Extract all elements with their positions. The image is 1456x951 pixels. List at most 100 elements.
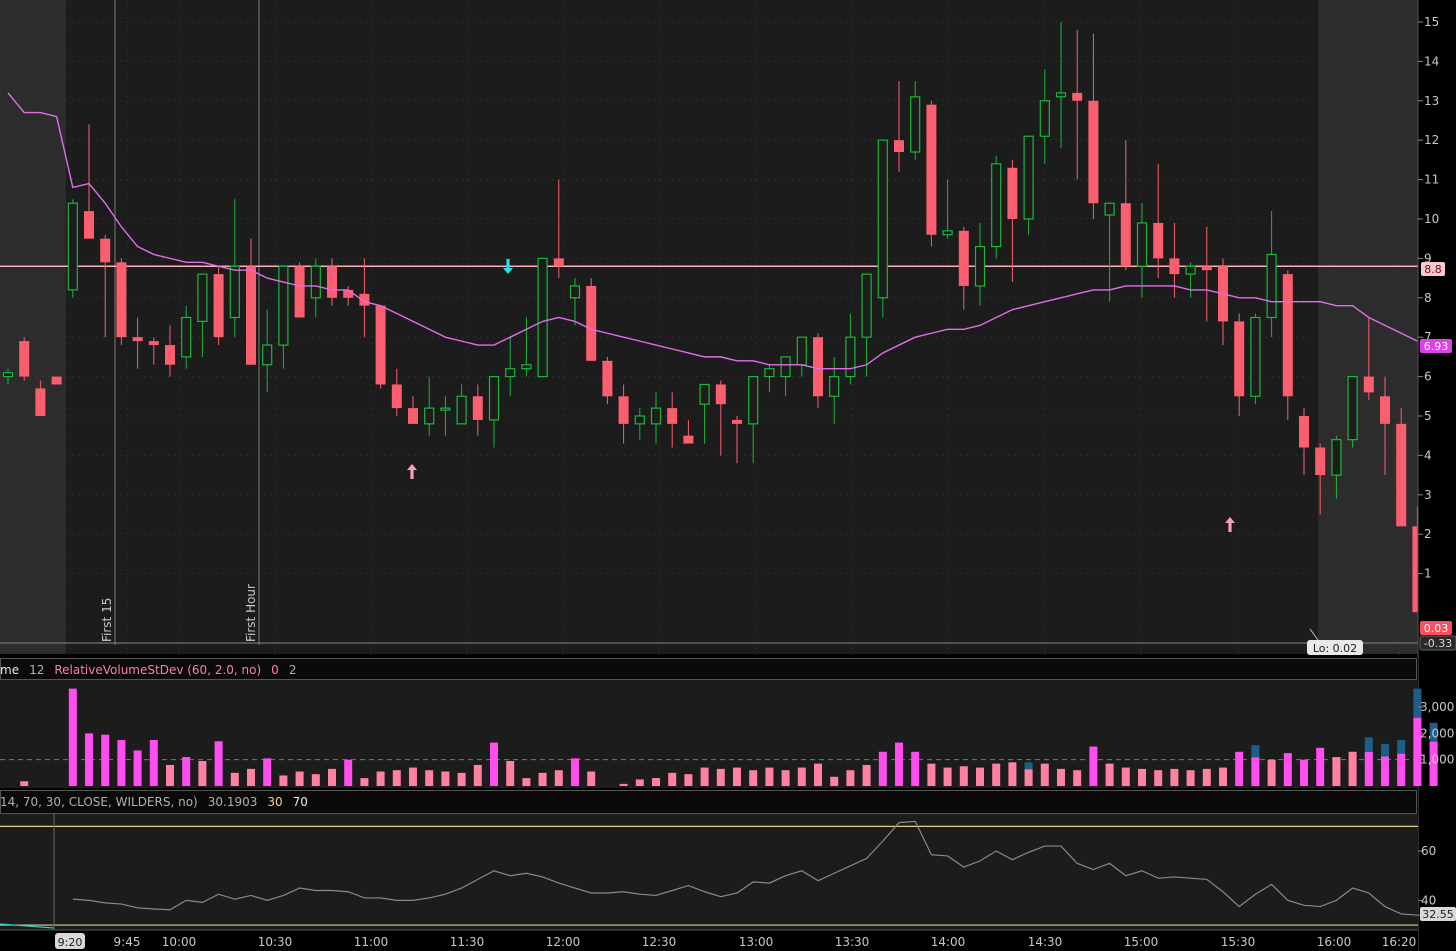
volume-bar <box>392 770 401 786</box>
price-tick-label: 2 <box>1424 527 1432 541</box>
candle-body-up <box>310 265 321 299</box>
candle-body-down <box>472 396 483 420</box>
volume-tick-label: 1,000 <box>1420 753 1454 767</box>
volume-bar <box>700 767 709 786</box>
volume-bar <box>473 764 482 786</box>
price-tick-label: 6 <box>1424 370 1432 384</box>
volume-bar <box>1219 767 1227 786</box>
volume-bar <box>117 739 126 786</box>
time-axis-bg <box>0 930 1418 951</box>
rsi-panel[interactable]: 14, 70, 30, CLOSE, WILDERS, no) 30.1903 30… <box>0 790 1456 930</box>
volume-bar <box>538 772 547 786</box>
rsi-bg <box>0 814 1418 930</box>
candle-body-down <box>1201 266 1212 271</box>
candle-body-up <box>910 96 921 153</box>
candle-body-down <box>294 266 305 318</box>
candle-body-down <box>391 384 402 409</box>
candle-body-up <box>699 383 710 405</box>
candle-body-up <box>569 285 581 299</box>
candle-body-up <box>1250 316 1261 397</box>
candle-body-down <box>132 337 143 342</box>
candle-body-up <box>1266 253 1277 319</box>
volume-bg <box>0 680 1418 788</box>
axis-bg <box>1418 0 1456 951</box>
candle-body-down <box>1315 447 1326 476</box>
price-tick-label: 13 <box>1424 94 1439 108</box>
candle-body-down <box>1380 396 1390 424</box>
candle-body-up <box>197 273 208 323</box>
candle-body-down <box>51 376 62 385</box>
volume-panel[interactable]: me 12 RelativeVolumeStDev (60, 2.0, no) 0 2 … <box>0 658 1454 788</box>
volume-bar <box>247 768 255 786</box>
candle-body-down <box>958 230 969 286</box>
candle-body-down <box>1396 423 1407 527</box>
candle-body-down <box>553 258 564 267</box>
volume-bar <box>862 764 871 786</box>
volume-bar <box>1364 751 1373 786</box>
volume-bar <box>733 767 741 786</box>
candle-body-down <box>1153 222 1164 259</box>
time-tick-label: 9:45 <box>114 935 141 949</box>
candle-body-up <box>1136 222 1148 267</box>
price-panel[interactable]: First 15 First Hour <box>0 0 1439 930</box>
volume-bar <box>635 779 644 786</box>
rsi-header-bg <box>0 790 1418 814</box>
volume-bar <box>1429 741 1438 786</box>
candle-body-up <box>278 265 289 346</box>
candle-body-up <box>2 372 14 378</box>
volume-bar <box>360 778 369 786</box>
volume-bar <box>182 757 191 786</box>
volume-bar <box>1381 756 1389 786</box>
price-tick-label: 8 <box>1424 291 1432 305</box>
candle-body-down <box>1412 526 1423 613</box>
candle-body-up <box>764 368 775 378</box>
candle-body-down <box>813 337 823 397</box>
volume-bar <box>927 763 936 786</box>
volume-bar <box>911 751 920 786</box>
volume-bar <box>263 758 272 786</box>
price-tick-label: 14 <box>1424 54 1439 68</box>
study-header-part: me <box>0 663 19 677</box>
candle-body-down <box>1088 100 1099 204</box>
rsi-tick-label: 40 <box>1421 893 1436 907</box>
volume-bar <box>311 774 320 786</box>
candle-body-up <box>1055 92 1067 98</box>
candle-body-up <box>796 336 807 366</box>
volume-bar <box>814 763 822 786</box>
candle-body-up <box>1331 439 1342 476</box>
volume-bar <box>895 742 903 786</box>
volume-bar <box>101 734 110 786</box>
candle-body-down <box>586 285 597 361</box>
candle-body-up <box>650 407 662 425</box>
study-header-part: 30.1903 <box>208 795 258 809</box>
ma-badge-label: 6.93 <box>1424 340 1449 353</box>
time-axis[interactable]: 9:20 9:45 10:00 10:30 11:00 11:30 12:00 12:30 13… <box>0 929 1418 951</box>
volume-bar <box>976 767 984 786</box>
candle-body-down <box>84 211 94 239</box>
volume-bar <box>230 772 239 786</box>
candle-body-down <box>1363 376 1374 393</box>
volume-header-bg <box>0 658 1418 680</box>
candle-body-up <box>456 395 467 425</box>
volume-bar <box>295 771 304 786</box>
volume-bar <box>959 766 968 786</box>
volume-bar <box>506 761 515 786</box>
time-highlight-badge <box>55 933 85 949</box>
volume-bar <box>1267 759 1276 786</box>
candle-body-down <box>732 419 742 424</box>
volume-tick-label: 2,000 <box>1420 726 1454 740</box>
price-tick-label: 11 <box>1424 173 1439 187</box>
candle-body-down <box>1299 415 1309 448</box>
volume-bar <box>1332 757 1341 786</box>
price-tick-label: 9 <box>1424 251 1432 265</box>
last-price-label: 0.03 <box>1424 622 1449 635</box>
candle-body-up <box>942 230 953 236</box>
rsi-ticks: 40 60 <box>1418 844 1436 907</box>
volume-bar <box>279 775 288 786</box>
volume-bar <box>68 688 77 786</box>
candle-body-down <box>1234 321 1245 397</box>
candle-body-up <box>829 375 840 397</box>
time-tick-label: 10:30 <box>258 935 293 949</box>
volume-bars <box>20 688 1438 786</box>
